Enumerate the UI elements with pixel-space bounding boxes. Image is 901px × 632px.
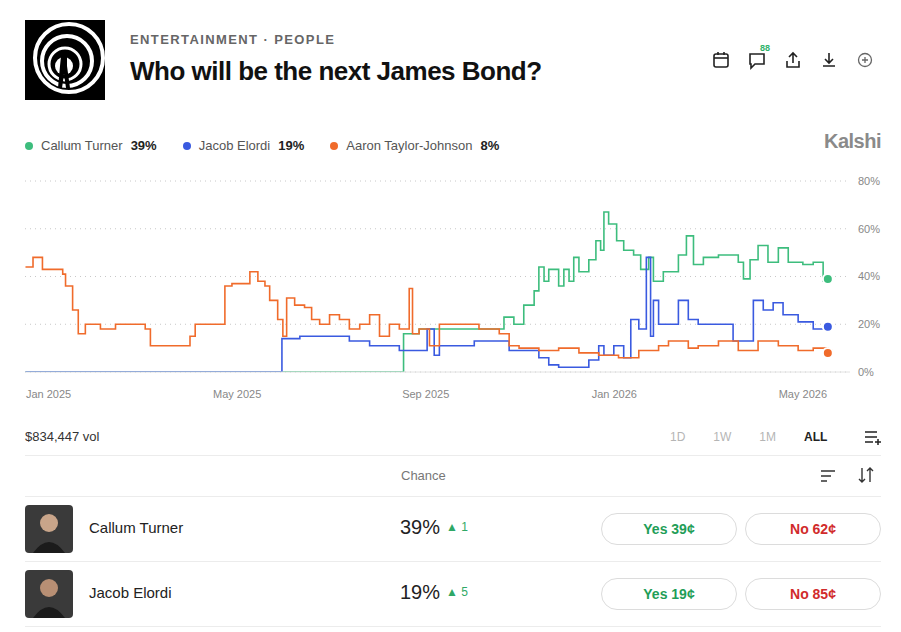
html-text:ALL: ALL [804, 430, 828, 444]
html-text:Chance: Chance [401, 468, 446, 483]
svg-text:Jan 2025: Jan 2025 [26, 388, 71, 400]
html-text:Kalshi: Kalshi [824, 130, 881, 152]
html-text:Yes 39¢: Yes 39¢ [643, 521, 695, 537]
html-text:Yes 19¢: Yes 19¢ [643, 586, 695, 602]
html-text:1D: 1D [670, 430, 686, 444]
html-text:88: 88 [760, 43, 770, 53]
html-text:Who will be the next James Bon: Who will be the next James Bond? [130, 56, 542, 86]
html-text:1W: 1W [713, 430, 732, 444]
html-text:39% ▲ 1: 39% ▲ 1 [400, 516, 468, 538]
svg-text:May 2026: May 2026 [779, 388, 827, 400]
html-text:8%: 8% [480, 138, 500, 153]
html-text:1M: 1M [759, 430, 776, 444]
html-text:Callum Turner: Callum Turner [89, 519, 184, 536]
html-text:19% ▲ 5: 19% ▲ 5 [400, 581, 468, 603]
html-text:Callum Turner: Callum Turner [41, 138, 123, 153]
html-text:ENTERTAINMENT · PEOPLE: ENTERTAINMENT · PEOPLE [130, 32, 336, 47]
html-text:No 85¢: No 85¢ [790, 586, 836, 602]
svg-text:May 2025: May 2025 [213, 388, 261, 400]
svg-text:0%: 0% [858, 366, 874, 378]
svg-text:20%: 20% [858, 318, 880, 330]
html-text:19%: 19% [278, 138, 305, 153]
html-text:Aaron Taylor-Johnson: Aaron Taylor-Johnson [346, 138, 473, 153]
svg-text:60%: 60% [858, 223, 880, 235]
svg-text:80%: 80% [858, 175, 880, 187]
html-text:$834,447 vol: $834,447 vol [25, 429, 100, 444]
html-text:39%: 39% [130, 138, 157, 153]
html-text:Jacob Elordi: Jacob Elordi [89, 584, 172, 601]
svg-text:Jan 2026: Jan 2026 [592, 388, 637, 400]
html-text:Jacob Elordi: Jacob Elordi [198, 138, 271, 153]
html-text:No 62¢: No 62¢ [790, 521, 836, 537]
svg-text:40%: 40% [858, 270, 880, 282]
svg-text:Sep 2025: Sep 2025 [402, 388, 449, 400]
